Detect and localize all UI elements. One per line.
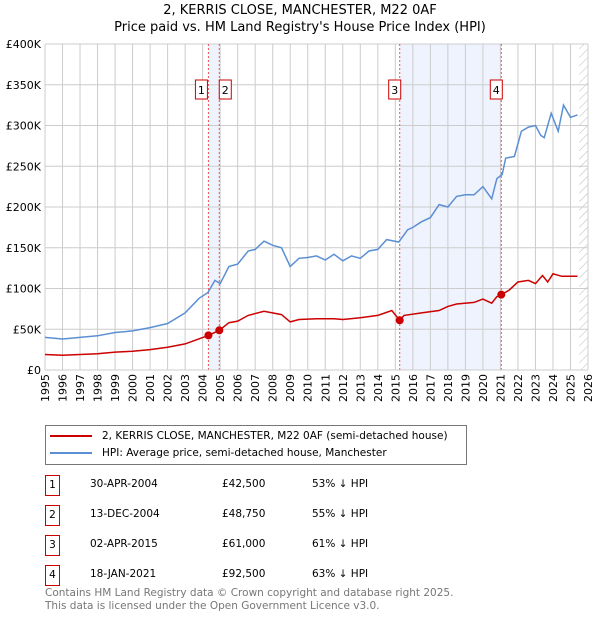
price-chart: 1995 1996 1997 1998 1999 2000 2001 2002 2003 2004… xyxy=(6,38,595,402)
sale-date: 30-APR-2004 xyxy=(90,478,158,490)
x-tick-label: 2014 xyxy=(372,374,385,402)
subtitle-line: Price paid vs. HM Land Registry's House … xyxy=(114,20,486,35)
legend-swatch-blue xyxy=(50,452,92,454)
x-tick-label: 2026 xyxy=(582,374,595,402)
x-tick-label: 2018 xyxy=(442,374,455,402)
sale-number-badge: 2 xyxy=(45,505,60,526)
x-tick-label: 1999 xyxy=(109,374,122,402)
x-tick-label: 2021 xyxy=(494,374,507,402)
x-tick-label: 2010 xyxy=(302,374,315,402)
property-price-line xyxy=(44,272,578,357)
y-tick-label: £350K xyxy=(6,79,42,92)
sale-hpi-diff: 63% ↓ HPI xyxy=(312,568,369,580)
x-tick-label: 2001 xyxy=(144,374,157,402)
x-tick-label: 2005 xyxy=(214,374,227,402)
y-tick-label: £100K xyxy=(6,283,42,296)
x-tick-label: 2019 xyxy=(459,374,472,402)
x-tick-label: 2025 xyxy=(564,374,577,402)
chart-title: 2, KERRIS CLOSE, MANCHESTER, M22 0AF Pri… xyxy=(0,2,600,36)
x-tick-label: 2006 xyxy=(232,374,245,402)
y-tick-label: £50K xyxy=(13,323,42,336)
sale-price: £48,750 xyxy=(222,508,266,520)
sale-date: 13-DEC-2004 xyxy=(90,508,160,520)
x-tick-label: 2004 xyxy=(197,374,210,402)
x-tick-label: 2022 xyxy=(512,374,525,402)
sale-date: 18-JAN-2021 xyxy=(90,568,157,580)
x-tick-label: 2008 xyxy=(267,374,280,402)
legend-label: HPI: Average price, semi-detached house,… xyxy=(102,447,387,459)
x-tick-label: 2003 xyxy=(179,374,192,402)
legend-label: 2, KERRIS CLOSE, MANCHESTER, M22 0AF (se… xyxy=(102,430,448,442)
x-tick-label: 2012 xyxy=(337,374,350,402)
x-tick-label: 2000 xyxy=(127,374,140,402)
sale-marker-box xyxy=(489,79,503,100)
x-tick-label: 1995 xyxy=(39,374,52,402)
legend-item-hpi: HPI: Average price, semi-detached house,… xyxy=(50,447,387,459)
y-tick-label: £200K xyxy=(6,201,42,214)
sale-point xyxy=(497,290,506,299)
x-tick-label: 2020 xyxy=(477,374,490,402)
sale-hpi-diff: 61% ↓ HPI xyxy=(312,538,369,550)
sale-price: £42,500 xyxy=(222,478,266,490)
x-tick-label: 2024 xyxy=(547,374,560,402)
sale-marker-box xyxy=(388,79,402,100)
x-tick-label: 2013 xyxy=(354,374,367,402)
sale-number-badge: 3 xyxy=(45,535,60,556)
y-tick-label: £250K xyxy=(6,160,42,173)
y-tick-label: £0 xyxy=(27,364,41,377)
footer-line: This data is licensed under the Open Gov… xyxy=(45,600,380,612)
y-tick-label: £150K xyxy=(6,242,42,255)
y-tick-label: £300K xyxy=(6,120,42,133)
sale-date: 02-APR-2015 xyxy=(90,538,158,550)
x-tick-label: 1996 xyxy=(57,374,70,402)
x-tick-label: 2023 xyxy=(529,374,542,402)
footer-line: Contains HM Land Registry data © Crown c… xyxy=(45,587,454,599)
x-tick-label: 2002 xyxy=(162,374,175,402)
sale-point xyxy=(395,316,404,325)
sale-number-badge: 1 xyxy=(45,475,60,496)
x-tick-label: 2009 xyxy=(284,374,297,402)
x-tick-label: 1997 xyxy=(74,374,87,402)
legend-item-property: 2, KERRIS CLOSE, MANCHESTER, M22 0AF (se… xyxy=(50,430,448,442)
sale-price: £61,000 xyxy=(222,538,266,550)
legend: 2, KERRIS CLOSE, MANCHESTER, M22 0AF (se… xyxy=(45,425,467,465)
y-tick-label: £400K xyxy=(6,38,42,51)
sale-number-badge: 4 xyxy=(45,565,60,586)
sale-marker-number: 4 xyxy=(493,84,500,97)
x-tick-label: 2016 xyxy=(407,374,420,402)
sale-marker-box xyxy=(194,79,208,100)
sale-marker-number: 2 xyxy=(222,84,229,97)
footer: Contains HM Land Registry data © Crown c… xyxy=(45,587,453,613)
x-tick-label: 2011 xyxy=(319,374,332,402)
sale-marker-box xyxy=(218,79,232,100)
sale-hpi-diff: 53% ↓ HPI xyxy=(312,478,369,490)
sale-point xyxy=(204,331,213,340)
title-line: 2, KERRIS CLOSE, MANCHESTER, M22 0AF xyxy=(163,3,437,18)
x-tick-label: 2015 xyxy=(389,374,402,402)
hpi-line xyxy=(44,103,578,340)
x-tick-label: 1998 xyxy=(92,374,105,402)
x-tick-label: 2017 xyxy=(424,374,437,402)
x-tick-label: 2007 xyxy=(249,374,262,402)
sale-hpi-diff: 55% ↓ HPI xyxy=(312,508,369,520)
sale-marker-number: 1 xyxy=(198,84,205,97)
sale-marker-number: 3 xyxy=(391,84,398,97)
legend-swatch-red xyxy=(50,435,92,437)
sale-point xyxy=(215,326,224,335)
sale-price: £92,500 xyxy=(222,568,266,580)
